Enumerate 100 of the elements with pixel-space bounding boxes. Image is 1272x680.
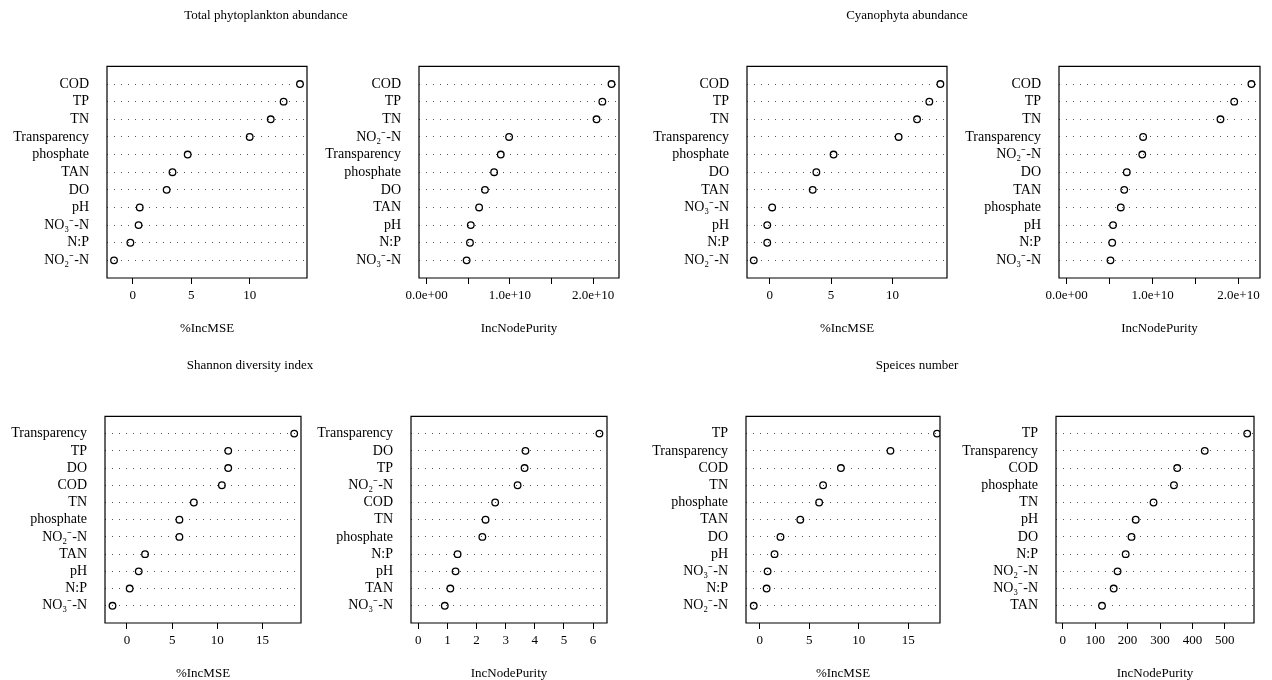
- point: [925, 97, 934, 106]
- point: [829, 150, 838, 159]
- x-tick-label: 5: [560, 632, 568, 648]
- x-tick-label: 5: [805, 632, 813, 648]
- point: [466, 238, 474, 247]
- point: [1200, 446, 1209, 455]
- point: [446, 584, 455, 593]
- x-tick-label: 5: [187, 287, 195, 303]
- point: [1122, 168, 1131, 177]
- y-tick-label: Transparency: [325, 146, 401, 162]
- y-tick-label: Transparency: [653, 128, 729, 144]
- point: [513, 481, 522, 490]
- x-tick-label: 300: [1150, 632, 1170, 648]
- y-tick-label: TP: [711, 425, 729, 441]
- point: [1106, 256, 1115, 265]
- point: [462, 256, 471, 265]
- y-tick-label: DO: [1020, 163, 1041, 179]
- point: [762, 584, 771, 593]
- point: [125, 584, 134, 593]
- y-tick-label: phosphate: [336, 528, 393, 544]
- x-tick-label: 2.0e+10: [572, 287, 615, 303]
- x-tick-label: 3: [502, 632, 509, 648]
- y-tick-label: TP: [384, 93, 402, 109]
- x-tick-label: 0.0e+00: [1045, 287, 1088, 303]
- point: [478, 532, 487, 541]
- y-tick-label: N:P: [1016, 545, 1039, 561]
- x-tick-label: 0: [756, 632, 763, 648]
- x-tick-label: 10: [210, 632, 224, 648]
- point: [162, 185, 171, 194]
- point: [466, 221, 475, 230]
- point: [768, 203, 777, 212]
- y-tick-label: TAN: [373, 199, 401, 215]
- point: [451, 567, 460, 576]
- y-tick-label: TN: [70, 110, 89, 126]
- point: [812, 168, 821, 177]
- y-tick-label: TAN: [1013, 181, 1041, 197]
- y-tick-label: NO₃⁻-N: [356, 252, 401, 268]
- x-axis-title: %IncMSE: [819, 319, 875, 335]
- y-tick-label: DO: [707, 528, 728, 544]
- y-tick-label: TP: [712, 93, 730, 109]
- y-tick-label: N:P: [707, 234, 730, 250]
- y-tick-label: TAN: [61, 163, 89, 179]
- y-tick-label: NO₃⁻-N: [996, 252, 1041, 268]
- y-tick-label: pH: [71, 199, 89, 215]
- y-tick-label: DO: [66, 459, 87, 475]
- point: [1113, 567, 1122, 576]
- y-tick-label: DO: [1017, 528, 1038, 544]
- y-tick-label: NO₂⁻-N: [684, 252, 729, 268]
- y-tick-label: NO₃⁻-N: [42, 597, 87, 613]
- y-tick-label: Transparency: [965, 128, 1041, 144]
- y-tick-label: TN: [382, 110, 401, 126]
- point: [183, 150, 192, 159]
- x-tick-label: 6: [589, 632, 597, 648]
- x-tick-label: 1.0e+10: [488, 287, 532, 303]
- y-tick-label: N:P: [67, 234, 90, 250]
- point: [505, 132, 514, 141]
- chart-title: Cyanophyta abundance: [846, 7, 968, 23]
- point: [296, 80, 304, 88]
- y-tick-label: NO₂⁻-N: [993, 563, 1038, 579]
- point: [796, 515, 805, 524]
- y-tick-label: Transparency: [962, 442, 1038, 458]
- point: [108, 601, 117, 610]
- x-tick-label: 200: [1117, 632, 1138, 648]
- y-tick-label: phosphate: [672, 146, 729, 162]
- y-tick-label: TN: [68, 494, 87, 510]
- point: [440, 601, 449, 610]
- y-tick-label: DO: [68, 181, 89, 197]
- point: [1170, 481, 1178, 490]
- point: [224, 446, 233, 455]
- x-tick-label: 10: [243, 287, 257, 303]
- point: [808, 185, 817, 194]
- y-tick-label: NO₃⁻-N: [44, 216, 89, 232]
- y-tick-label: TAN: [365, 580, 393, 596]
- point: [886, 446, 895, 455]
- point: [1230, 97, 1239, 106]
- point: [1116, 203, 1125, 212]
- y-tick-label: Transparency: [13, 128, 89, 144]
- point: [1131, 515, 1140, 524]
- y-tick-label: COD: [371, 75, 401, 91]
- y-tick-label: NO₃⁻-N: [348, 597, 393, 613]
- y-tick-label: TAN: [1010, 597, 1038, 613]
- point: [607, 80, 616, 88]
- y-tick-label: pH: [69, 563, 87, 579]
- x-tick-label: 1: [444, 632, 451, 648]
- y-tick-label: TN: [709, 476, 728, 492]
- point: [245, 132, 254, 141]
- x-axis-title: %IncMSE: [179, 319, 235, 335]
- point: [1247, 80, 1256, 88]
- point: [110, 256, 118, 265]
- y-tick-label: DO: [372, 442, 393, 458]
- point: [175, 515, 184, 524]
- y-tick-label: NO₂⁻-N: [996, 146, 1041, 162]
- point: [168, 168, 177, 177]
- x-axis-title: IncNodePurity: [1121, 319, 1199, 335]
- y-tick-label: NO₂⁻-N: [44, 252, 89, 268]
- x-tick-label: 4: [531, 632, 539, 648]
- y-tick-label: TAN: [701, 181, 729, 197]
- x-tick-label: 0: [123, 632, 131, 648]
- y-tick-label: pH: [710, 545, 728, 561]
- point: [126, 238, 135, 247]
